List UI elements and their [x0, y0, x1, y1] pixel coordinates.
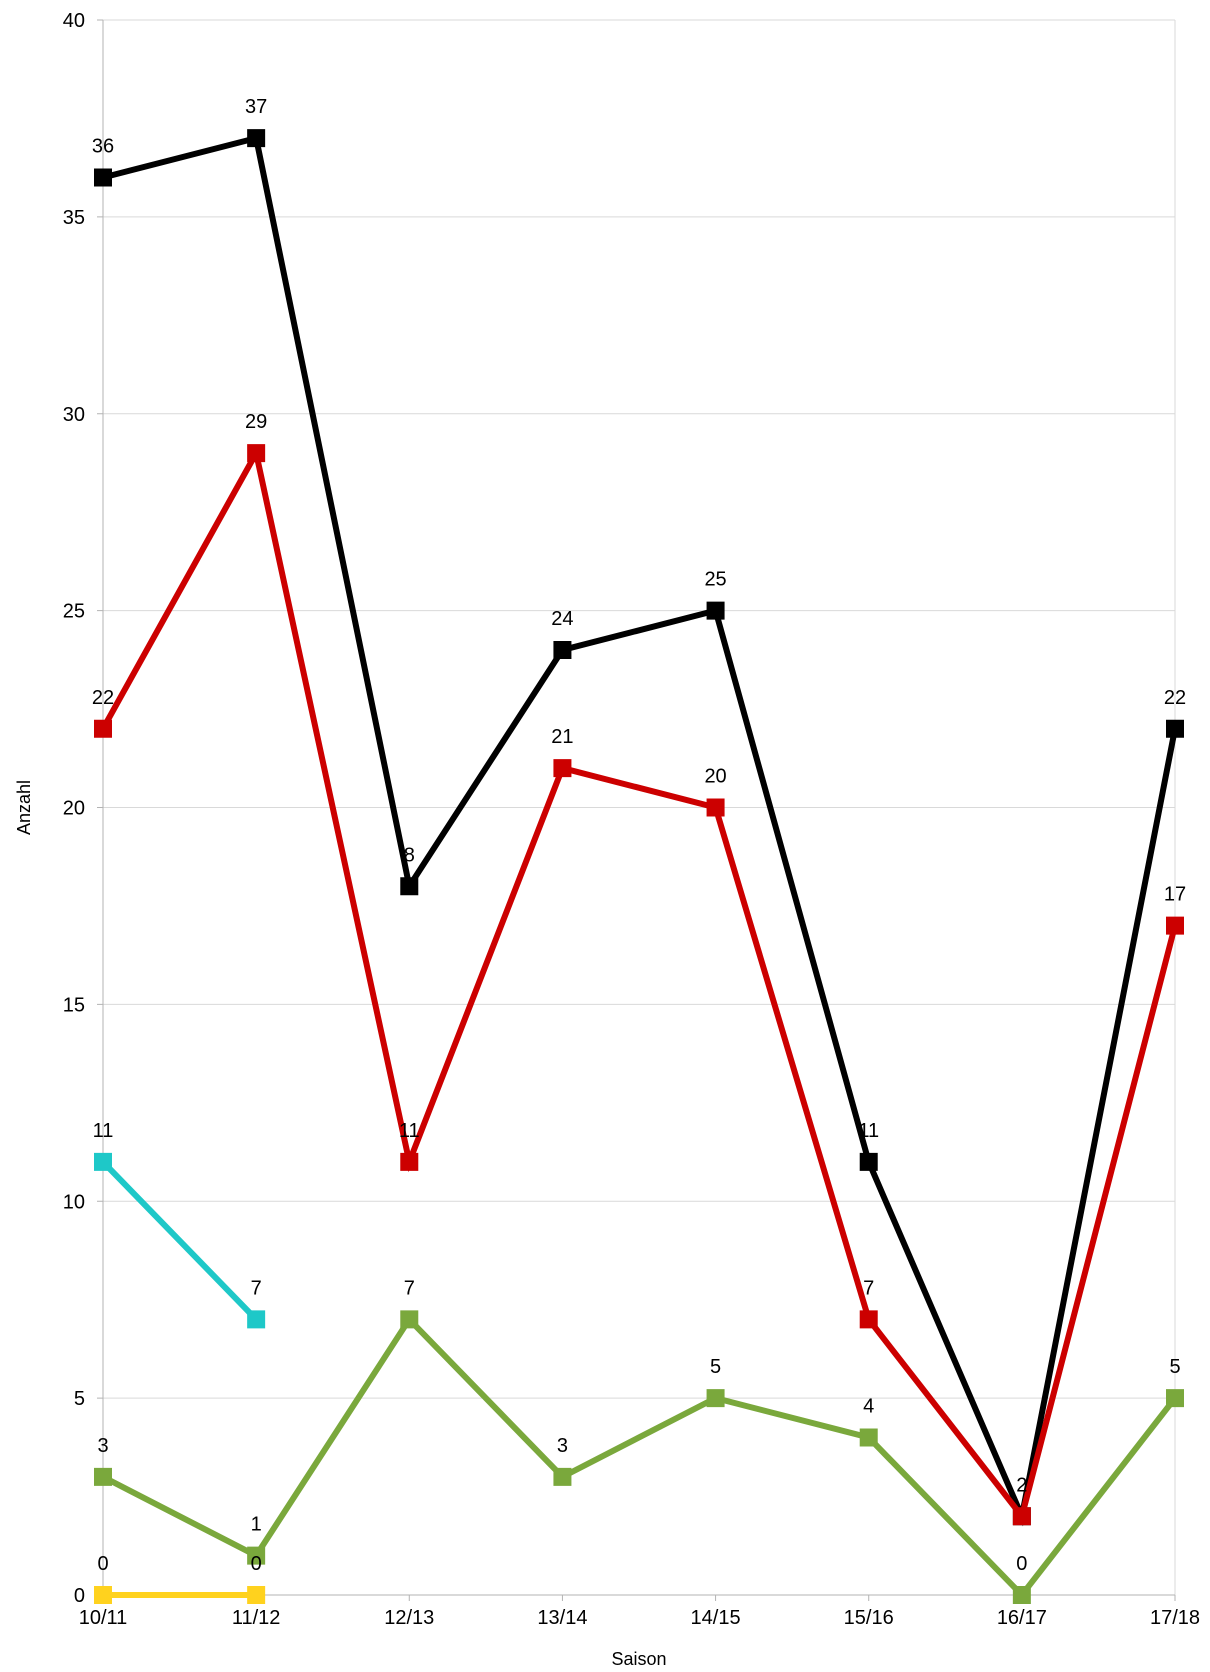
y-tick-label: 25 — [63, 601, 85, 623]
x-tick-label: 17/18 — [1150, 1607, 1200, 1629]
y-tick-label: 15 — [63, 994, 85, 1016]
gridlines — [103, 19, 1176, 1595]
data-label: 0 — [251, 1553, 262, 1575]
y-tick-label: 20 — [63, 798, 85, 820]
data-point-marker — [1166, 719, 1184, 738]
x-tick-label: 13/14 — [537, 1607, 587, 1629]
data-point-marker — [247, 1546, 266, 1565]
data-label: 8 — [404, 844, 415, 866]
data-label: 36 — [92, 136, 114, 158]
data-label: 5 — [710, 1356, 721, 1378]
data-label: 37 — [245, 96, 267, 118]
y-tick-labels: 0 5 10 15 20 25 30 35 40 — [63, 10, 85, 1607]
data-point-marker — [553, 759, 572, 778]
data-point-marker — [94, 168, 112, 187]
data-point-marker — [1012, 1507, 1031, 1526]
data-point-marker — [706, 798, 725, 817]
data-point-marker — [706, 1389, 725, 1408]
data-label: 20 — [704, 766, 726, 788]
data-point-marker — [859, 1428, 878, 1447]
y-tick-label: 35 — [63, 207, 85, 229]
x-tick-label: 11/12 — [232, 1607, 281, 1629]
x-tick-labels: 10/11 11/12 12/13 13/14 14/15 15/16 16/17 17/18 — [79, 1607, 1200, 1629]
data-point-marker — [553, 1467, 572, 1486]
y-tick-label: 10 — [63, 1191, 85, 1213]
data-label: 24 — [551, 608, 573, 630]
x-axis-title: Saison — [611, 1649, 666, 1669]
data-label: 11 — [858, 1120, 879, 1142]
x-tick-label: 16/17 — [997, 1607, 1047, 1629]
data-point-marker — [247, 1586, 266, 1604]
y-tick-label: 0 — [74, 1585, 85, 1607]
x-tick-label: 12/13 — [384, 1607, 434, 1629]
data-label: 4 — [863, 1396, 874, 1418]
series-line — [100, 1159, 259, 1322]
data-point-marker — [1166, 916, 1184, 935]
y-tick-label: 30 — [63, 404, 85, 426]
series-lines — [94, 129, 1184, 1604]
x-tick-label: 10/11 — [79, 1607, 128, 1629]
data-label: 3 — [557, 1435, 568, 1457]
y-tick-label: 5 — [74, 1388, 85, 1410]
data-label: 7 — [251, 1277, 262, 1299]
data-point-marker — [247, 129, 266, 148]
data-label: 1 — [251, 1514, 262, 1536]
data-point-marker — [553, 641, 572, 659]
data-point-marker — [859, 1310, 878, 1329]
data-point-marker — [1166, 1389, 1184, 1408]
x-tick-label: 15/16 — [844, 1607, 894, 1629]
data-point-marker — [859, 1152, 878, 1171]
data-point-marker — [706, 601, 725, 620]
data-label: 11 — [399, 1120, 420, 1142]
data-point-marker — [247, 444, 266, 463]
data-label: 0 — [97, 1553, 108, 1575]
series-line — [102, 134, 1178, 1527]
data-label: 7 — [404, 1277, 415, 1299]
series-line — [100, 444, 1178, 1523]
data-label: 7 — [863, 1277, 874, 1299]
data-label: 5 — [1169, 1356, 1180, 1378]
data-point-marker — [94, 719, 112, 738]
data-point-marker — [400, 1152, 419, 1171]
data-point-marker — [94, 1152, 112, 1171]
data-label: 21 — [551, 726, 573, 748]
y-axis-title: Anzahl — [14, 780, 34, 835]
data-label: 25 — [704, 569, 726, 591]
data-point-marker — [94, 1467, 112, 1486]
y-tick-label: 40 — [63, 10, 85, 32]
data-label: 0 — [1016, 1553, 1027, 1575]
data-label: 22 — [1164, 687, 1186, 709]
data-label: 2 — [1016, 1474, 1027, 1496]
data-label: 29 — [245, 411, 267, 433]
data-point-marker — [94, 1586, 112, 1604]
data-label: 17 — [1164, 884, 1186, 906]
axes — [97, 19, 1176, 1601]
data-label: 22 — [92, 687, 114, 709]
data-label: 11 — [93, 1120, 114, 1142]
data-point-marker — [400, 1310, 419, 1329]
data-point-marker — [400, 877, 419, 896]
data-point-marker — [247, 1310, 266, 1329]
data-label: 3 — [97, 1435, 108, 1457]
x-tick-label: 14/15 — [691, 1607, 741, 1629]
series-line — [101, 1314, 1178, 1600]
data-point-marker — [1012, 1586, 1031, 1604]
